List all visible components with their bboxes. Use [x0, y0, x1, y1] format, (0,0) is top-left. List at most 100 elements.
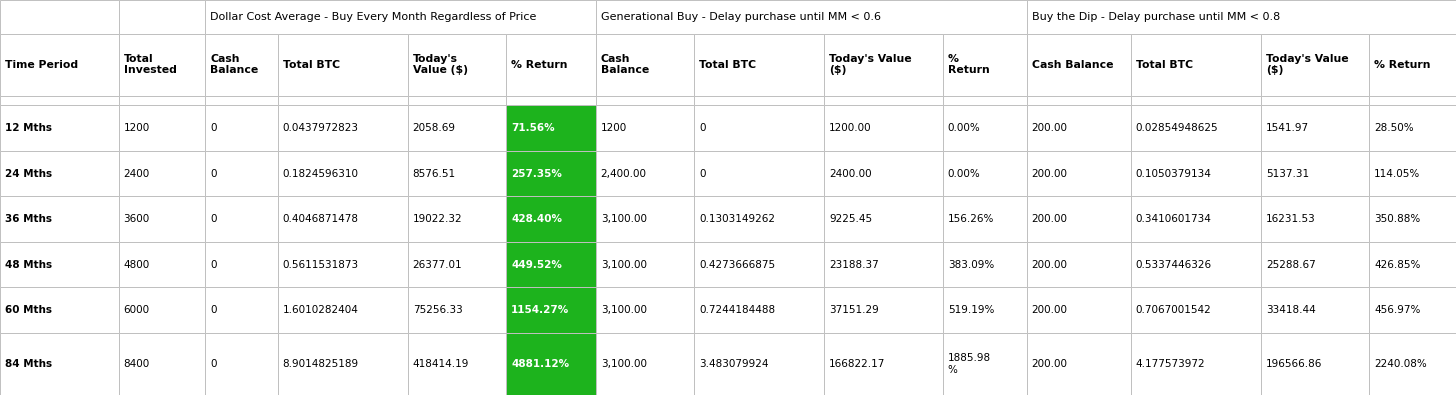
Text: 166822.17: 166822.17 — [828, 359, 885, 369]
Bar — [1131, 96, 1261, 105]
Bar — [205, 196, 278, 242]
Bar — [824, 196, 942, 242]
Text: 0: 0 — [699, 123, 706, 133]
Text: 0.3410601734: 0.3410601734 — [1136, 214, 1211, 224]
Text: 519.19%: 519.19% — [948, 305, 994, 315]
Bar — [118, 96, 205, 105]
Text: 1200.00: 1200.00 — [828, 123, 872, 133]
Bar — [942, 196, 1026, 242]
Text: Time Period: Time Period — [4, 60, 79, 70]
Bar — [1369, 151, 1456, 196]
Bar — [118, 34, 205, 96]
Text: 5137.31: 5137.31 — [1265, 169, 1309, 179]
Text: Today's Value
($): Today's Value ($) — [1265, 54, 1348, 75]
Bar — [1261, 196, 1369, 242]
Bar — [205, 287, 278, 333]
Text: Generational Buy - Delay purchase until MM < 0.6: Generational Buy - Delay purchase until … — [601, 12, 881, 22]
Text: 8.9014825189: 8.9014825189 — [282, 359, 358, 369]
Bar — [278, 287, 408, 333]
Text: 75256.33: 75256.33 — [412, 305, 463, 315]
Bar — [695, 287, 824, 333]
Bar — [1261, 96, 1369, 105]
Bar — [1369, 34, 1456, 96]
Bar — [942, 287, 1026, 333]
Bar — [408, 287, 507, 333]
Text: 0.00%: 0.00% — [948, 169, 980, 179]
Text: Total BTC: Total BTC — [699, 60, 756, 70]
Bar — [507, 151, 596, 196]
Bar — [0, 333, 118, 395]
Text: 200.00: 200.00 — [1031, 123, 1067, 133]
Bar — [1261, 34, 1369, 96]
Text: 0.4046871478: 0.4046871478 — [282, 214, 358, 224]
Text: % Return: % Return — [1374, 60, 1431, 70]
Bar — [1369, 96, 1456, 105]
Bar — [278, 242, 408, 287]
Text: 16231.53: 16231.53 — [1265, 214, 1316, 224]
Text: 200.00: 200.00 — [1031, 305, 1067, 315]
Bar — [596, 242, 695, 287]
Bar — [1026, 96, 1131, 105]
Bar — [695, 34, 824, 96]
Bar — [408, 105, 507, 151]
Bar — [278, 196, 408, 242]
Bar — [824, 151, 942, 196]
Text: 1885.98
%: 1885.98 % — [948, 353, 992, 375]
Bar — [824, 287, 942, 333]
Bar — [118, 333, 205, 395]
Text: 257.35%: 257.35% — [511, 169, 562, 179]
Text: 383.09%: 383.09% — [948, 260, 994, 269]
Text: 12 Mths: 12 Mths — [4, 123, 52, 133]
Text: 8576.51: 8576.51 — [412, 169, 456, 179]
Bar — [278, 105, 408, 151]
Bar — [1369, 333, 1456, 395]
Text: 28.50%: 28.50% — [1374, 123, 1414, 133]
Text: Cash
Balance: Cash Balance — [210, 54, 259, 75]
Bar — [118, 287, 205, 333]
Text: 0.1824596310: 0.1824596310 — [282, 169, 358, 179]
Bar — [205, 0, 596, 34]
Text: 48 Mths: 48 Mths — [4, 260, 52, 269]
Bar — [1131, 151, 1261, 196]
Bar — [205, 242, 278, 287]
Text: Total
Invested: Total Invested — [124, 54, 176, 75]
Bar — [408, 333, 507, 395]
Bar — [942, 96, 1026, 105]
Text: 1154.27%: 1154.27% — [511, 305, 569, 315]
Bar — [507, 105, 596, 151]
Text: Total BTC: Total BTC — [1136, 60, 1192, 70]
Text: 4.177573972: 4.177573972 — [1136, 359, 1206, 369]
Text: 1541.97: 1541.97 — [1265, 123, 1309, 133]
Text: 0.1303149262: 0.1303149262 — [699, 214, 775, 224]
Bar — [596, 151, 695, 196]
Bar — [942, 34, 1026, 96]
Bar — [596, 333, 695, 395]
Bar — [1026, 0, 1456, 34]
Bar — [507, 333, 596, 395]
Bar — [205, 96, 278, 105]
Bar — [0, 96, 118, 105]
Text: 0: 0 — [210, 169, 217, 179]
Bar — [1261, 287, 1369, 333]
Text: 4800: 4800 — [124, 260, 150, 269]
Bar — [942, 151, 1026, 196]
Bar — [596, 287, 695, 333]
Bar — [205, 105, 278, 151]
Bar — [0, 151, 118, 196]
Text: 9225.45: 9225.45 — [828, 214, 872, 224]
Text: Today's Value
($): Today's Value ($) — [828, 54, 911, 75]
Text: % Return: % Return — [511, 60, 568, 70]
Bar — [1131, 242, 1261, 287]
Bar — [1261, 105, 1369, 151]
Bar — [408, 151, 507, 196]
Bar — [118, 242, 205, 287]
Bar — [596, 34, 695, 96]
Bar — [0, 242, 118, 287]
Bar — [695, 242, 824, 287]
Text: 0: 0 — [210, 359, 217, 369]
Bar — [278, 34, 408, 96]
Bar — [205, 151, 278, 196]
Bar — [0, 105, 118, 151]
Bar — [596, 196, 695, 242]
Text: 0.02854948625: 0.02854948625 — [1136, 123, 1219, 133]
